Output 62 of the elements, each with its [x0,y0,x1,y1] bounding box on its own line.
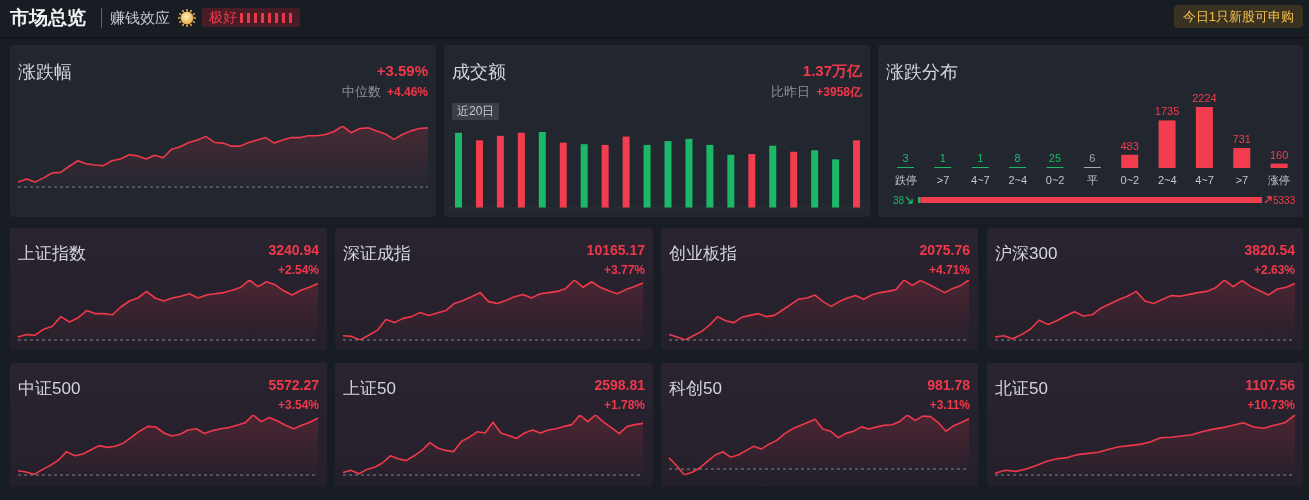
text: +3.59% [376,62,428,79]
text: +1.78% [603,398,645,412]
text: 10165.17 [586,242,645,258]
data-label: 38 [892,194,905,206]
data-label: 25 [1048,152,1062,164]
text: +3.77% [603,263,645,277]
text: 5572.27 [268,377,319,393]
data-label: 5333 [1273,194,1296,206]
data-label: 2224 [1192,92,1217,104]
x-tick-label: 0~2 [1045,173,1065,186]
chart-title: 上证指数 [18,244,86,263]
data-label: 1735 [1154,105,1180,118]
x-tick-label: 2~4 [1008,173,1028,186]
text: 3240.94 [268,242,319,258]
x-tick-label: 跌停 [894,173,917,186]
text: +2.54% [277,263,319,277]
x-tick-label: 涨停 [1268,173,1291,186]
data-label: 731 [1232,132,1251,145]
chart-title: 科创50 [669,379,722,398]
text: +4.46% [386,85,428,99]
text: 今日1只新股可申购 [1173,5,1303,28]
chart-title: 涨跌幅 [18,62,72,82]
x-tick-label: 0~2 [1120,173,1140,186]
text: 中位数 [341,84,381,99]
text: 1.37万亿 [802,62,862,79]
x-tick-label: 4~7 [971,173,990,186]
text: 981.78 [927,377,970,393]
chart-title: 成交额 [452,62,506,82]
text: +10.73% [1247,398,1295,412]
text: 比昨日 [771,84,811,99]
text: 2598.81 [594,377,645,393]
text: +4.71% [928,263,970,277]
text: +3958亿 [816,85,862,99]
data-label: 1 [977,152,984,164]
chart-title: 涨跌分布 [886,62,958,82]
text: 3820.54 [1244,242,1295,258]
chart-title: 沪深300 [995,244,1058,263]
data-label: 483 [1120,139,1139,152]
chart-title: 中证500 [18,379,81,398]
data-label: 3 [902,152,909,164]
chart-subtitle: 近20日 [452,103,500,120]
text: +3.11% [929,398,970,412]
x-tick-label: >7 [1235,173,1249,186]
x-tick-label: >7 [936,173,950,186]
data-label: 8 [1014,152,1021,164]
data-label: 160 [1269,148,1289,161]
text: 2075.76 [919,242,970,258]
chart-title: 北证50 [995,379,1048,398]
chart-title: 创业板指 [669,244,737,263]
data-label: 6 [1089,152,1096,164]
text: 1107.56 [1245,377,1295,393]
data-label: 1 [939,152,946,164]
text: 市场总览 [10,7,86,28]
chart-title: 上证50 [343,379,396,398]
text: +2.63% [1253,263,1295,277]
text: 极好 [209,9,237,25]
x-tick-label: 2~4 [1157,173,1177,186]
text: 赚钱效应 [101,8,170,28]
x-tick-label: 平 [1087,173,1098,186]
chart-title: 深证成指 [343,244,411,263]
x-tick-label: 4~7 [1195,173,1214,186]
text: +3.54% [277,398,319,412]
